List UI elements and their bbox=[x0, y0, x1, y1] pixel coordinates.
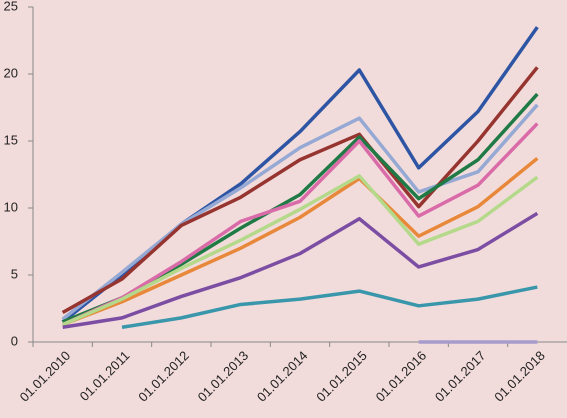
x-tick-label: 01.01.2016 bbox=[373, 348, 430, 405]
x-tick-label: 01.01.2013 bbox=[195, 348, 252, 405]
x-tick-label: 01.01.2015 bbox=[313, 348, 370, 405]
x-tick-label: 01.01.2012 bbox=[135, 348, 192, 405]
series-line bbox=[121, 285, 538, 329]
y-tick-label: 15 bbox=[4, 132, 18, 147]
y-tick-label: 10 bbox=[4, 199, 18, 214]
y-tick-label: 5 bbox=[11, 266, 18, 281]
x-tick-label: 01.01.2011 bbox=[77, 348, 133, 404]
x-tick-label: 01.01.2018 bbox=[491, 348, 548, 405]
y-tick-label: 20 bbox=[4, 65, 18, 80]
series-line bbox=[61, 122, 539, 327]
x-tick-label: 01.01.2010 bbox=[17, 348, 74, 405]
series-line bbox=[62, 157, 539, 327]
series-line bbox=[61, 174, 539, 327]
series-line bbox=[61, 103, 539, 321]
x-tick-label: 01.01.2017 bbox=[432, 348, 489, 405]
y-tick-label: 0 bbox=[11, 333, 18, 348]
series-line bbox=[61, 66, 539, 315]
x-tick-label: 01.01.2014 bbox=[254, 348, 311, 405]
series-line bbox=[62, 211, 539, 329]
y-tick-label: 25 bbox=[4, 0, 18, 13]
